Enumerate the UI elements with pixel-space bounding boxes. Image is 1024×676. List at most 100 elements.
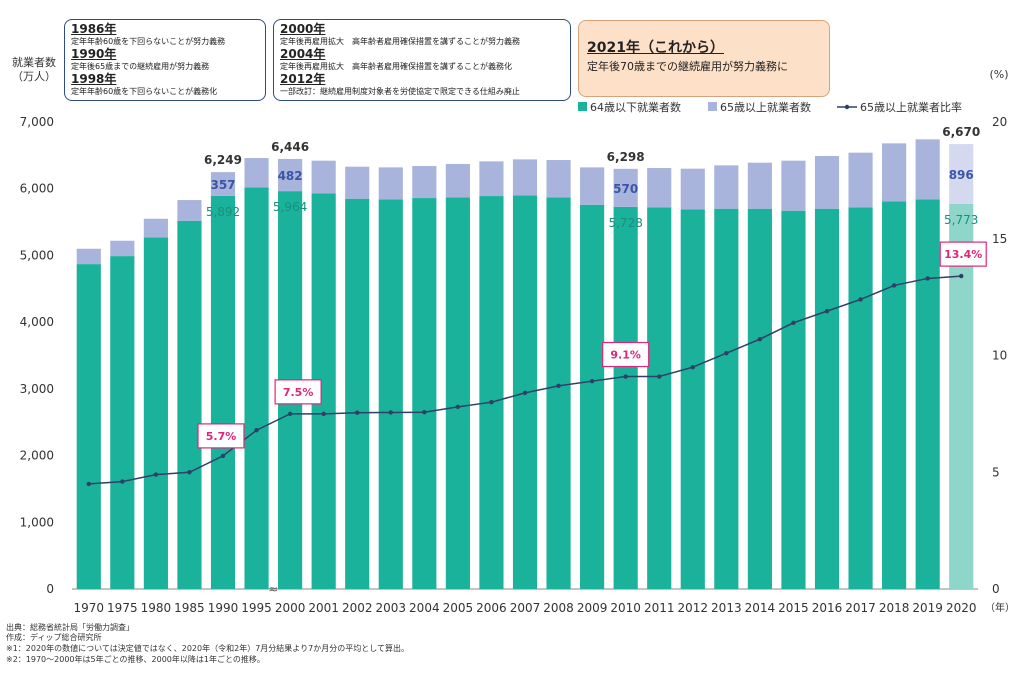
ratio-point (187, 470, 192, 475)
bar-over65 (345, 166, 370, 199)
x-tick-label: 2011 (644, 601, 675, 615)
ratio-point (355, 410, 360, 415)
x-tick-label: 2015 (778, 601, 809, 615)
y-left-tick-label: 6,000 (20, 182, 54, 196)
bar-over65 (210, 172, 236, 196)
ratio-highlight-box (197, 423, 245, 449)
y-right-tick-label: 10 (992, 349, 1007, 363)
ratio-point (120, 479, 125, 484)
ratio-point (455, 404, 461, 410)
bar-total-label: 6,446 (271, 140, 309, 154)
footnote-2: ※2：1970〜2000年は5年ごとの推移、2000年以降は1年ごとの推移。 (6, 655, 265, 664)
x-tick-label: 2007 (510, 601, 541, 615)
bar-over65 (747, 162, 772, 209)
x-tick-label: 2005 (443, 601, 474, 615)
x-tick-label: 2014 (745, 601, 776, 615)
policy-year: 2004年 (280, 47, 326, 61)
ratio-highlight-label: 7.5% (283, 386, 314, 399)
bar-over65 (814, 156, 840, 209)
bar-over65 (647, 168, 672, 208)
x-tick-label: 2013 (711, 601, 742, 615)
bar-over65 (311, 160, 336, 194)
x-tick-label: 1975 (107, 601, 138, 615)
bar-over65 (76, 248, 101, 265)
footnote-author: 作成：ディップ総合研究所 (6, 633, 102, 642)
x-tick-label: 1990 (208, 601, 239, 615)
legend-label-under64: 64歳以下就業者数 (590, 101, 681, 114)
bar-over65 (244, 158, 269, 188)
bar-under64 (915, 199, 940, 590)
bar-under64 (210, 195, 236, 589)
ratio-point (791, 320, 796, 326)
bar-over65 (110, 240, 135, 257)
bar-under64 (882, 201, 907, 589)
ratio-highlight-label: 13.4% (944, 248, 982, 261)
bar-over65-label: 357 (210, 178, 235, 192)
bar-over65 (479, 161, 504, 197)
legend-swatch-under64 (578, 102, 587, 111)
ratio-point (757, 336, 763, 342)
bar-over65 (278, 158, 303, 192)
policy-text: 定年後再雇用拡大 高年齢者雇用確保措置を講ずることが努力義務 (280, 37, 520, 46)
bar-under64 (613, 206, 638, 589)
bar-over65 (848, 152, 873, 208)
x-axis-unit: （年） (985, 601, 1015, 614)
ratio-point (422, 410, 427, 415)
y-left-tick-label: 5,000 (20, 248, 54, 262)
y-left-tick-label: 0 (46, 582, 54, 596)
bar-over65 (882, 143, 907, 202)
bar-under64 (479, 196, 504, 589)
bar-over65 (680, 168, 705, 210)
x-tick-label: 1980 (141, 601, 172, 615)
bar-under64 (546, 197, 571, 589)
x-tick-label: 1970 (74, 601, 105, 615)
future-policy-title: 2021年（これから） (587, 40, 724, 56)
bar-total-label: 6,298 (607, 150, 645, 164)
y-right-tick-label: 0 (992, 582, 1000, 596)
x-tick-label: 2001 (308, 601, 339, 615)
left-axis-title-line1: 就業者数 (12, 56, 56, 69)
bar-under64 (412, 198, 437, 589)
bar-under64 (647, 207, 672, 589)
ratio-point (556, 383, 561, 389)
bar-over65 (512, 159, 538, 196)
ratio-point (287, 411, 293, 417)
bar-over65 (546, 160, 571, 198)
bar-under64 (76, 264, 101, 589)
x-tick-label: 1985 (174, 601, 205, 615)
bar-over65 (781, 160, 806, 211)
bar-over65 (915, 139, 940, 200)
x-tick-label: 2002 (342, 601, 373, 615)
policy-year: 2000年 (280, 22, 326, 36)
ratio-highlight-box (602, 341, 650, 368)
x-tick-label: 2018 (879, 601, 910, 615)
bar-under64 (747, 208, 772, 589)
x-tick-label: 2010 (610, 601, 641, 615)
bar-under64-label: 5,964 (273, 200, 307, 214)
bar-under64 (143, 237, 168, 589)
legend-swatch-over65 (708, 102, 717, 111)
ratio-point (858, 297, 863, 302)
bar-under64 (110, 256, 135, 589)
x-tick-label: 2009 (577, 601, 608, 615)
legend: 64歳以下就業者数 65歳以上就業者数 65歳以上就業者比率 (578, 99, 998, 114)
y-left-tick-label: 2,000 (20, 449, 54, 463)
bar-under64 (378, 199, 403, 590)
bar-over65 (378, 167, 403, 200)
policy-text: 一部改訂：継続雇用制度対象者を労使協定で限定できる仕組み廃止 (280, 87, 520, 96)
ratio-point (959, 273, 964, 279)
ratio-point (891, 283, 897, 288)
ratio-point (724, 350, 729, 356)
x-tick-label: 2004 (409, 601, 440, 615)
bar-under64 (814, 208, 840, 589)
x-tick-label: 2006 (476, 601, 507, 615)
ratio-point (690, 364, 695, 370)
policy-box-2000s: 2000年 定年後再雇用拡大 高年齢者雇用確保措置を講ずることが努力義務 200… (273, 19, 571, 101)
x-tick-label: 2008 (543, 601, 574, 615)
ratio-point (321, 411, 326, 417)
bar-over65-label: 570 (613, 182, 638, 196)
ratio-point (623, 374, 628, 379)
bar-under64-label: 5,773 (944, 213, 978, 227)
bar-under64 (580, 204, 605, 589)
ratio-point (589, 378, 595, 384)
